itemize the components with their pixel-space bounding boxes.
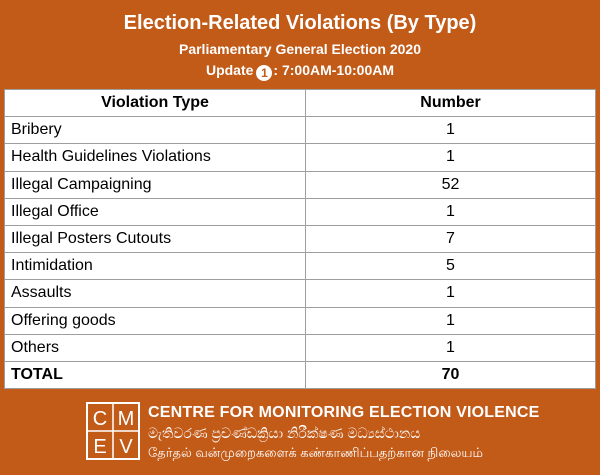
svg-text:M: M <box>118 408 135 430</box>
table-row: Illegal Posters Cutouts 7 <box>4 224 596 254</box>
table-row: Bribery 1 <box>4 116 596 145</box>
violation-number-cell: 1 <box>305 143 596 172</box>
table-row: Assaults 1 <box>4 279 596 308</box>
violation-type-cell: Illegal Posters Cutouts <box>4 224 306 254</box>
update-number-badge: 1 <box>256 65 273 81</box>
table-row: Illegal Campaigning 52 <box>4 170 596 199</box>
svg-text:V: V <box>119 436 133 458</box>
violation-type-cell: Illegal Office <box>4 197 306 226</box>
update-line: Update 1: 7:00AM-10:00AM <box>0 62 600 81</box>
table-row: Others 1 <box>4 333 596 362</box>
table-row: Intimidation 5 <box>4 252 596 281</box>
update-time: : 7:00AM-10:00AM <box>273 62 395 78</box>
chart-subtitle: Parliamentary General Election 2020 <box>178 41 421 57</box>
chart-title: Election-Related Violations (By Type) <box>123 12 477 34</box>
violation-type-cell: Assaults <box>4 279 306 308</box>
table-row: Illegal Office 1 <box>4 197 596 226</box>
cmev-logo: C M E V <box>86 402 140 460</box>
svg-text:C: C <box>93 408 107 430</box>
total-row: TOTAL 70 <box>4 360 596 390</box>
table-body: Bribery 1 Health Guidelines Violations 1 Ill… <box>4 116 596 390</box>
violation-number-cell: 1 <box>305 333 596 362</box>
column-header-number: Number <box>305 88 596 118</box>
total-number-cell: 70 <box>305 360 596 390</box>
table-row: Health Guidelines Violations 1 <box>4 143 596 172</box>
org-name-english: CENTRE FOR MONITORING ELECTION VIOLENCE <box>148 404 540 421</box>
violation-number-cell: 1 <box>305 306 596 335</box>
violation-type-cell: Offering goods <box>4 306 306 335</box>
violation-type-cell: Illegal Campaigning <box>4 170 306 199</box>
violation-number-cell: 1 <box>305 279 596 308</box>
update-label: Update <box>205 62 254 78</box>
table-row: Offering goods 1 <box>4 306 596 335</box>
violation-number-cell: 7 <box>305 224 596 254</box>
violation-number-cell: 5 <box>305 252 596 281</box>
violation-type-cell: Others <box>4 333 306 362</box>
violation-type-cell: Intimidation <box>4 252 306 281</box>
svg-text:E: E <box>93 436 106 458</box>
table-header-row: Violation Type Number <box>4 88 596 118</box>
footer: C M E V CENTRE FOR MONITORING ELECTION V… <box>0 394 600 475</box>
violation-number-cell: 1 <box>305 116 596 145</box>
violation-number-cell: 52 <box>305 170 596 199</box>
total-label-cell: TOTAL <box>4 360 306 390</box>
org-name-sinhala: මැතිවරණ ප්‍රචණ්ඩක්‍රියා නිරීක්ෂණ මධ්‍යස්… <box>148 425 421 441</box>
org-name-tamil: தேர்தல் வன்முறைகளைக் கண்காணிப்பதற்கான நி… <box>148 445 484 460</box>
violation-type-cell: Bribery <box>4 116 306 145</box>
column-header-type: Violation Type <box>4 88 306 118</box>
violations-table: Violation Type Number Bribery 1 Health Gui… <box>4 88 596 390</box>
violation-number-cell: 1 <box>305 197 596 226</box>
violation-type-cell: Health Guidelines Violations <box>4 143 306 172</box>
